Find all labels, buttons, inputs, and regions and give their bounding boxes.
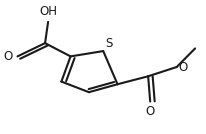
Text: O: O bbox=[146, 105, 155, 118]
Text: O: O bbox=[179, 60, 188, 74]
Text: O: O bbox=[3, 50, 12, 63]
Text: S: S bbox=[105, 37, 112, 50]
Text: OH: OH bbox=[39, 5, 57, 18]
